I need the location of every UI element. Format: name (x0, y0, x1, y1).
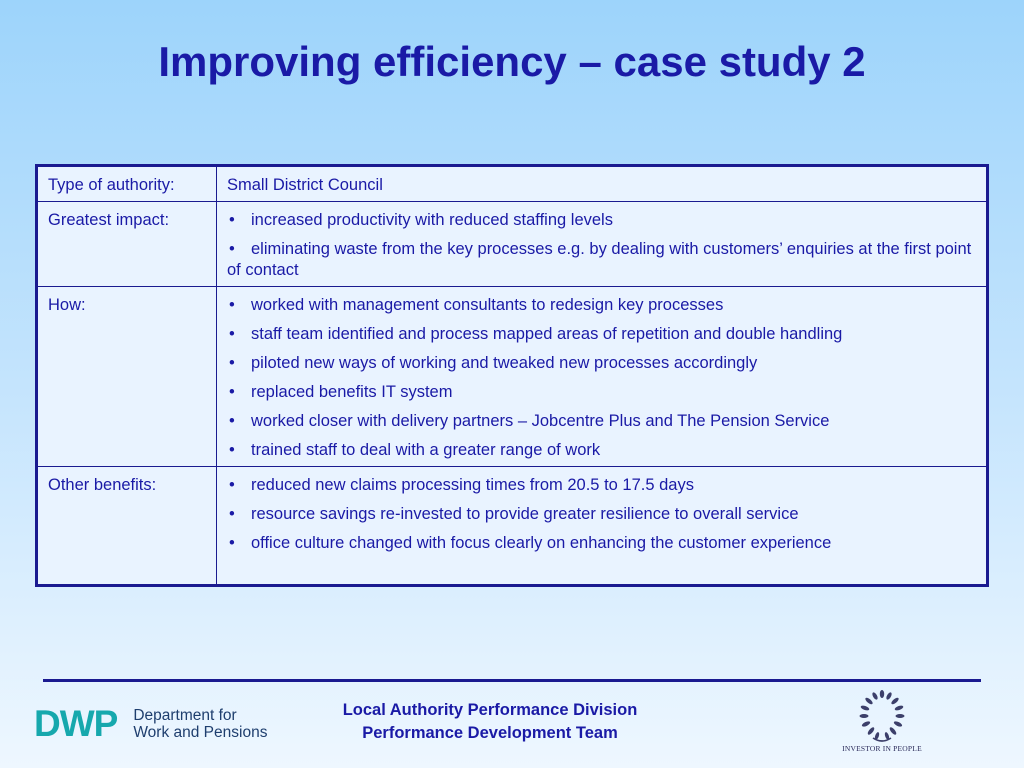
row-label: Type of authority: (36, 165, 217, 202)
bullet-item: trained staff to deal with a greater ran… (227, 440, 976, 461)
table-row: Greatest impact: increased productivity … (36, 201, 988, 287)
dwp-mark: DWP (34, 703, 118, 744)
iip-label: INVESTOR IN PEOPLE (842, 744, 922, 753)
bullet-item: worked closer with delivery partners – J… (227, 411, 976, 432)
row-label: Other benefits: (36, 466, 217, 586)
row-bullets: reduced new claims processing times from… (216, 466, 988, 586)
laurel-wreath-icon (859, 690, 905, 742)
row-value: Small District Council (216, 165, 988, 202)
bullet-item: piloted new ways of working and tweaked … (227, 353, 976, 374)
table-row: Other benefits: reduced new claims proce… (36, 466, 988, 586)
footer-line-1: Local Authority Performance Division (342, 701, 638, 719)
bullet-item: staff team identified and process mapped… (227, 324, 976, 345)
footer-line-2: Performance Development Team (362, 724, 618, 742)
bullet-item: office culture changed with focus clearl… (227, 533, 976, 554)
bullet-item: reduced new claims processing times from… (227, 475, 976, 496)
bullet-item: eliminating waste from the key processes… (227, 239, 976, 281)
bullet-item: increased productivity with reduced staf… (227, 210, 976, 231)
dwp-line-2: Work and Pensions (133, 724, 268, 741)
row-bullets: increased productivity with reduced staf… (216, 201, 988, 287)
bullet-item: resource savings re-invested to provide … (227, 504, 976, 525)
dwp-line-1: Department for (133, 707, 237, 724)
footer-division: Local Authority Performance Division Per… (290, 699, 690, 745)
slide-title: Improving efficiency – case study 2 (158, 38, 866, 85)
footer-divider (43, 679, 981, 682)
row-label: Greatest impact: (36, 201, 217, 287)
table-row: Type of authority: Small District Counci… (36, 165, 988, 202)
dwp-department-name: Department for Work and Pensions (133, 707, 267, 741)
row-label: How: (36, 286, 217, 467)
dwp-logo: DWP Department for Work and Pensions (34, 704, 267, 744)
bullet-item: replaced benefits IT system (227, 382, 976, 403)
table-row: How: worked with management consultants … (36, 286, 988, 467)
row-bullets: worked with management consultants to re… (216, 286, 988, 467)
bullet-item: worked with management consultants to re… (227, 295, 976, 316)
investor-in-people-logo: INVESTOR IN PEOPLE (829, 688, 935, 756)
case-study-table: Type of authority: Small District Counci… (35, 164, 989, 587)
